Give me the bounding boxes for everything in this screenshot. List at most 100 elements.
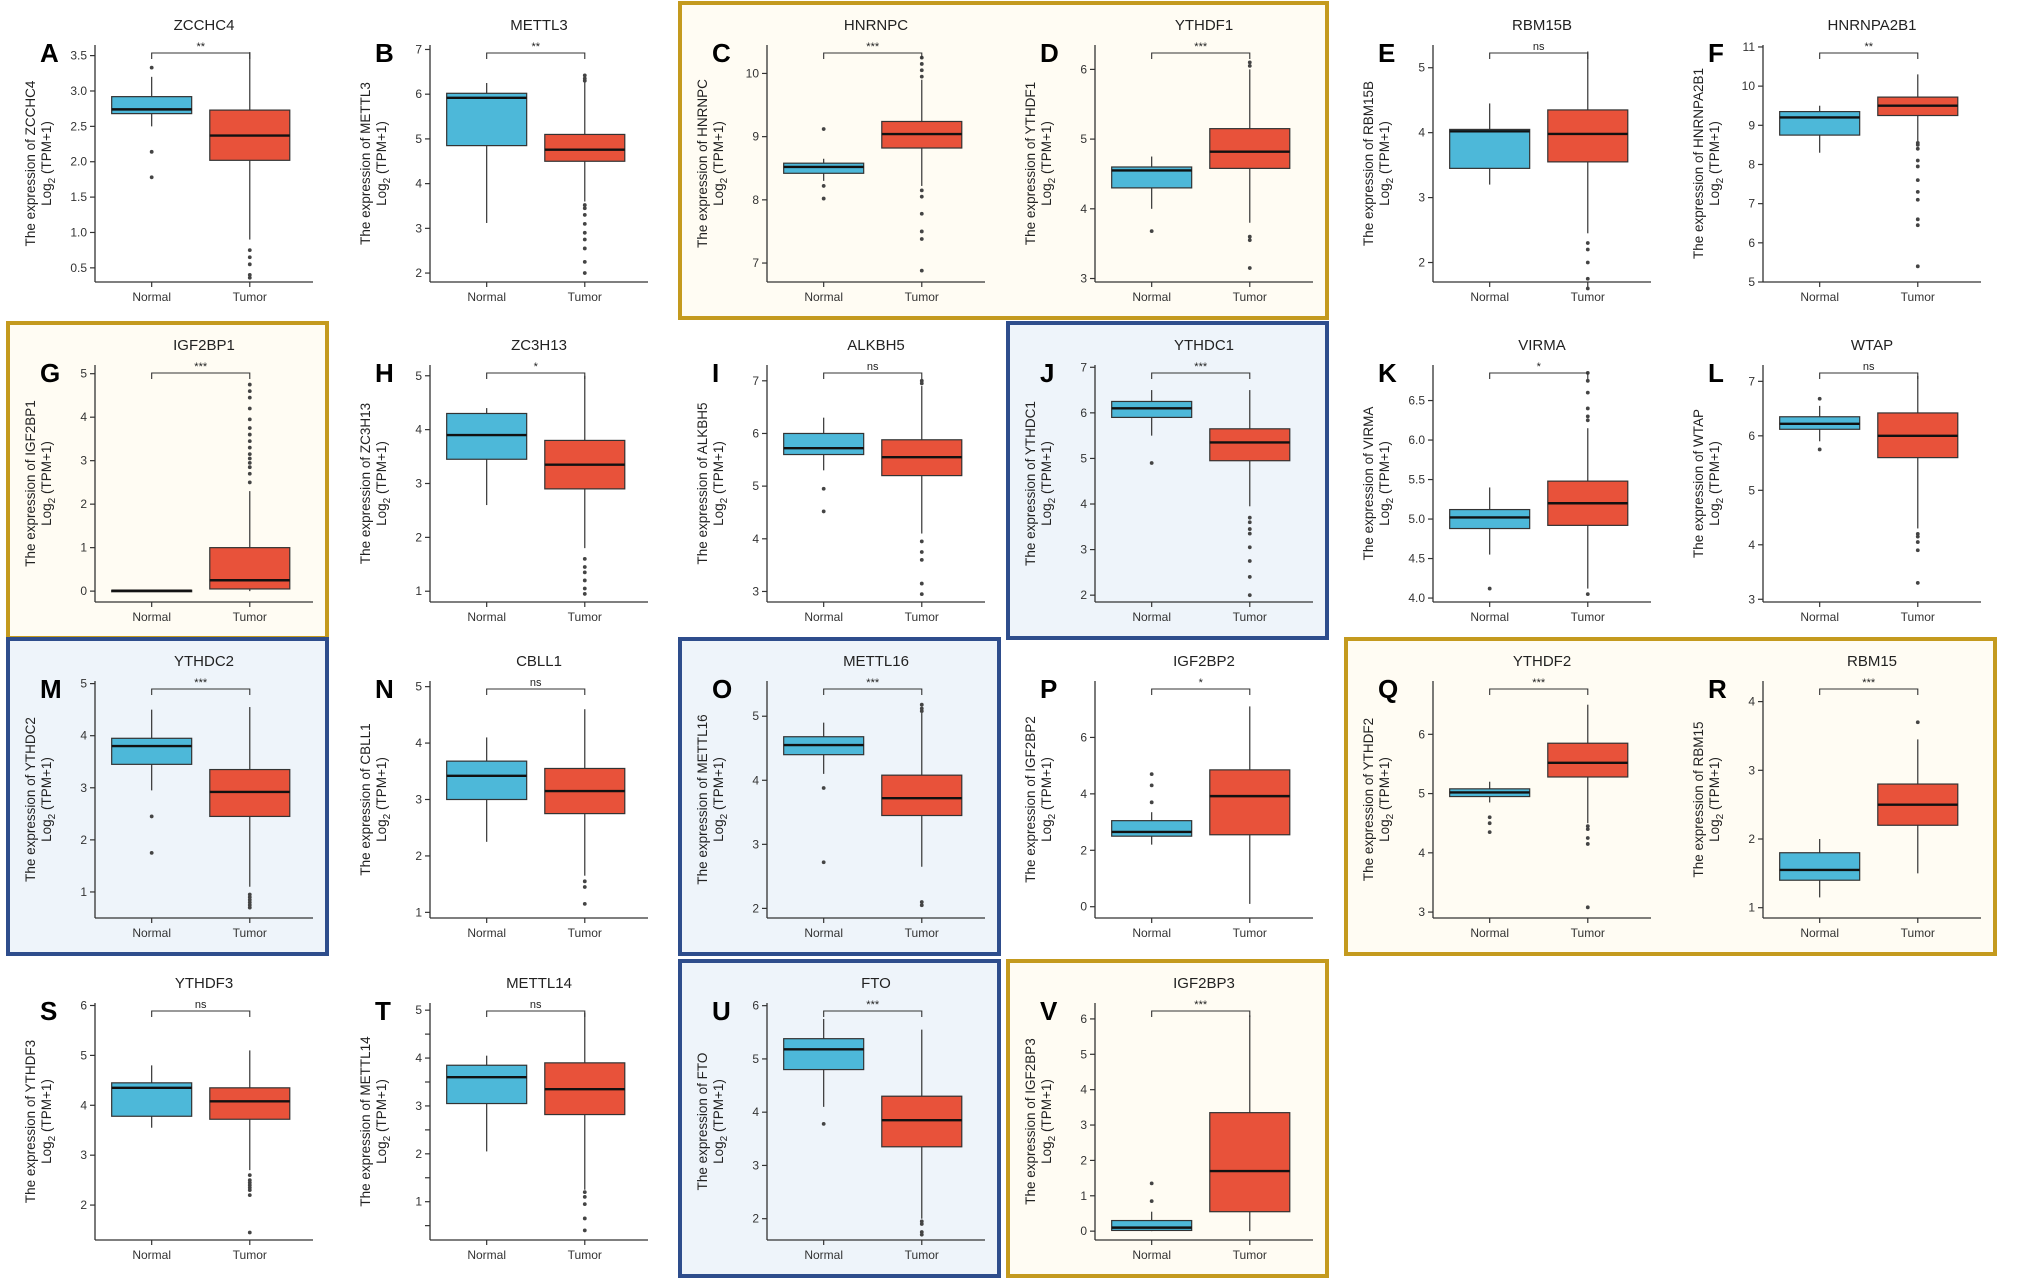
y-tick-label: 5 bbox=[1080, 132, 1087, 146]
outlier-point bbox=[1585, 276, 1590, 281]
outlier-point bbox=[582, 586, 587, 591]
outlier-point bbox=[821, 509, 826, 514]
x-tick-label: Tumor bbox=[233, 1248, 267, 1262]
y-tick-label: 3 bbox=[80, 781, 87, 795]
ylabel-units: (TPM+1) bbox=[1039, 121, 1054, 178]
significance-bracket bbox=[486, 1010, 586, 1017]
outlier-point bbox=[582, 1228, 587, 1233]
y-tick-label: 2.0 bbox=[70, 155, 87, 169]
y-tick-label: 2 bbox=[415, 266, 422, 280]
outlier-point bbox=[1247, 545, 1252, 550]
outlier-point bbox=[1915, 197, 1920, 202]
significance-bracket bbox=[1151, 1010, 1251, 1017]
y-tick-label: 4 bbox=[1080, 202, 1087, 216]
y-axis-label-line2: Log2 (TPM+1) bbox=[1707, 757, 1726, 842]
tumor-box-group bbox=[881, 1029, 963, 1237]
outlier-point bbox=[247, 452, 252, 457]
y-axis-label: The expression of METTL16 Log2 (TPM+1) bbox=[695, 714, 730, 884]
panel-title: ALKBH5 bbox=[847, 337, 905, 354]
outlier-point bbox=[247, 900, 252, 905]
x-tick-label: Normal bbox=[1800, 610, 1839, 624]
significance-bracket bbox=[1489, 52, 1589, 59]
panel-label: C bbox=[712, 38, 731, 68]
y-tick-label: 3 bbox=[1080, 543, 1087, 557]
y-axis-label-line1: The expression of METTL14 bbox=[358, 1036, 373, 1207]
outlier-point bbox=[919, 188, 924, 193]
outlier-point bbox=[1915, 548, 1920, 553]
y-axis-label-line2: Log2 (TPM+1) bbox=[1377, 441, 1396, 526]
panel-d: D YTHDF1 The expression of YTHDF1 Log2 (TPM… bbox=[1023, 17, 1313, 304]
box bbox=[1547, 742, 1629, 778]
outlier-point bbox=[247, 903, 252, 907]
x-tick-label: Tumor bbox=[905, 1248, 939, 1262]
box bbox=[1111, 820, 1193, 837]
outlier-point bbox=[582, 885, 587, 889]
panel-title: RBM15 bbox=[1847, 653, 1897, 670]
x-tick-label: Tumor bbox=[1571, 290, 1605, 304]
outlier-point bbox=[247, 1188, 252, 1193]
outlier-point bbox=[149, 814, 154, 819]
y-axis-label-line1: The expression of HNRNPC bbox=[695, 79, 710, 248]
panel-title: METTL14 bbox=[506, 975, 572, 992]
y-tick-label: 2 bbox=[1418, 256, 1425, 270]
significance-label: ns bbox=[1533, 41, 1545, 53]
y-tick-label: 5 bbox=[752, 479, 759, 493]
ylabel-log-base: 2 bbox=[382, 813, 393, 819]
outlier-point bbox=[582, 203, 587, 207]
y-tick-label: 11 bbox=[1743, 40, 1756, 54]
panel-q: Q YTHDF2 The expression of YTHDF2 Log2 (TPM… bbox=[1361, 653, 1651, 940]
x-tick-label: Tumor bbox=[568, 290, 602, 304]
y-tick-label: 6 bbox=[1080, 62, 1087, 76]
outlier-point bbox=[919, 229, 924, 234]
outlier-point bbox=[1585, 827, 1590, 832]
y-tick-label: 1 bbox=[415, 584, 422, 598]
y-axis-label: The expression of RBM15 Log2 (TPM+1) bbox=[1691, 721, 1726, 877]
panel-l: L WTAP The expression of WTAP Log2 (TPM+1) 3… bbox=[1691, 337, 1981, 624]
ylabel-units: (TPM+1) bbox=[711, 1079, 726, 1136]
significance-bracket bbox=[823, 52, 923, 59]
outlier-point bbox=[1247, 238, 1252, 243]
y-tick-label: 3 bbox=[415, 221, 422, 235]
tumor-box-group bbox=[209, 382, 291, 592]
box bbox=[544, 133, 626, 162]
normal-box-group bbox=[111, 65, 193, 180]
x-tick-label: Normal bbox=[804, 290, 843, 304]
panel-label: V bbox=[1040, 996, 1058, 1026]
y-tick-label: 4 bbox=[752, 1105, 759, 1119]
ylabel-log: Log bbox=[711, 819, 726, 842]
panel-title: ZCCHC4 bbox=[174, 17, 235, 34]
ylabel-units: (TPM+1) bbox=[39, 1079, 54, 1136]
ylabel-log-base: 2 bbox=[719, 497, 730, 503]
outlier-point bbox=[582, 271, 587, 275]
y-tick-label: 5 bbox=[752, 1052, 759, 1066]
ylabel-log: Log bbox=[1039, 1141, 1054, 1164]
outlier-point bbox=[1487, 821, 1492, 826]
y-axis-label: The expression of YTHDF3 Log2 (TPM+1) bbox=[23, 1040, 58, 1203]
outlier-point bbox=[1915, 164, 1920, 169]
y-tick-label: 2 bbox=[1080, 843, 1087, 857]
y-tick-label: 4 bbox=[415, 736, 422, 750]
panel-label: P bbox=[1040, 674, 1057, 704]
y-axis-label: The expression of IGF2BP3 Log2 (TPM+1) bbox=[1023, 1038, 1058, 1205]
outlier-point bbox=[582, 592, 587, 596]
y-tick-label: 3 bbox=[1748, 592, 1755, 606]
significance-label: *** bbox=[1532, 677, 1546, 689]
y-tick-label: 6 bbox=[1748, 236, 1755, 250]
box bbox=[446, 760, 528, 801]
outlier-point bbox=[919, 268, 924, 273]
outlier-point bbox=[247, 382, 252, 387]
x-tick-label: Tumor bbox=[233, 926, 267, 940]
panel-title: RBM15B bbox=[1512, 17, 1572, 34]
outlier-point bbox=[1915, 223, 1920, 228]
outlier-point bbox=[247, 262, 252, 267]
outlier-point bbox=[149, 175, 154, 180]
y-axis-label: The expression of RBM15B Log2 (TPM+1) bbox=[1361, 81, 1396, 246]
significance-label: * bbox=[1199, 677, 1204, 689]
outlier-point bbox=[1149, 783, 1154, 788]
y-axis-label-line2: Log2 (TPM+1) bbox=[1039, 441, 1058, 526]
y-axis-label-line1: The expression of YTHDF2 bbox=[1361, 718, 1376, 881]
normal-box-group bbox=[1779, 396, 1861, 452]
normal-box-group bbox=[1449, 487, 1531, 591]
y-axis-label-line1: The expression of YTHDF3 bbox=[23, 1040, 38, 1203]
